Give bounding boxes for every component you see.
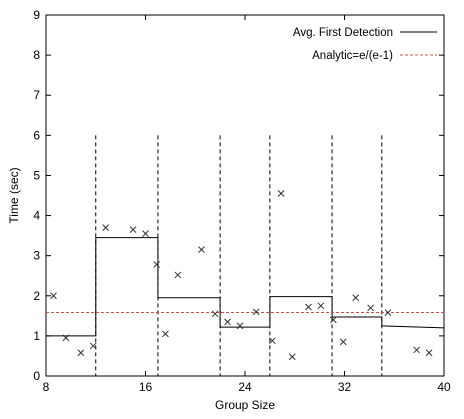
sample-marker	[317, 302, 325, 310]
x-tick-label-16: 16	[139, 380, 153, 394]
y-tick-label-5: 5	[33, 168, 40, 182]
sample-marker	[352, 294, 360, 302]
sample-marker	[153, 261, 161, 268]
sample-marker	[62, 334, 70, 342]
sample-marker-stroke	[50, 292, 57, 300]
sample-marker-stroke	[62, 334, 70, 342]
sample-marker-stroke	[153, 261, 161, 268]
sample-marker-stroke	[277, 190, 285, 197]
sample-marker-stroke	[89, 342, 97, 350]
sample-marker	[305, 303, 312, 311]
sample-marker	[236, 322, 244, 330]
y-tick-label-2: 2	[33, 289, 40, 303]
sample-marker-stroke	[129, 226, 137, 233]
sample-marker	[89, 342, 97, 350]
sample-marker	[269, 337, 276, 345]
sample-marker-stroke	[352, 294, 360, 302]
y-tick-label-6: 6	[33, 128, 40, 142]
sample-marker-stroke	[425, 349, 433, 357]
sample-marker-stroke	[252, 308, 260, 316]
x-tick-label-40: 40	[437, 380, 451, 394]
sample-marker	[77, 349, 85, 357]
sample-marker-stroke	[305, 303, 312, 311]
x-tick-label-32: 32	[338, 380, 352, 394]
sample-markers	[50, 190, 433, 361]
sample-marker	[425, 349, 433, 357]
sample-marker	[367, 304, 374, 312]
sample-marker	[224, 318, 231, 326]
sample-marker-stroke	[142, 230, 149, 237]
x-tick-label-24: 24	[238, 380, 252, 394]
sample-marker	[162, 330, 169, 338]
y-tick-label-3: 3	[33, 249, 40, 263]
sample-marker-stroke	[211, 310, 219, 318]
sample-marker-stroke	[162, 330, 169, 338]
x-tick-label-8: 8	[43, 380, 50, 394]
group-boundary-lines	[95, 135, 383, 376]
sample-marker-stroke	[329, 316, 337, 324]
sample-marker-stroke	[367, 304, 374, 312]
sample-marker-stroke	[317, 302, 325, 310]
y-tick-label-0: 0	[33, 369, 40, 383]
plot-frame	[45, 14, 445, 377]
sample-marker	[329, 316, 337, 324]
legend-label-analytic: Analytic=e/(e-1)	[312, 50, 393, 62]
sample-marker-stroke	[413, 346, 420, 354]
sample-marker	[129, 226, 137, 233]
sample-marker	[252, 308, 260, 316]
sample-marker-stroke	[339, 338, 347, 346]
sample-marker-stroke	[384, 309, 392, 316]
y-tick-label-7: 7	[33, 88, 40, 102]
y-axis-title: Time (sec)	[7, 167, 21, 223]
sample-marker-stroke	[288, 353, 296, 361]
x-axis-title: Group Size	[215, 398, 275, 412]
sample-marker	[277, 190, 285, 197]
y-tick-label-1: 1	[33, 329, 40, 343]
legend: Avg. First Detection Analytic=e/(e-1)	[293, 27, 437, 62]
sample-marker	[174, 271, 182, 279]
sample-marker-stroke	[269, 337, 276, 345]
sample-marker-stroke	[102, 224, 110, 231]
sample-marker	[413, 346, 420, 354]
sample-marker	[102, 224, 110, 231]
sample-marker	[339, 338, 347, 346]
sample-marker-stroke	[224, 318, 231, 326]
sample-marker-stroke	[174, 271, 182, 279]
sample-marker-stroke	[198, 246, 205, 254]
y-tick-label-8: 8	[33, 48, 40, 62]
sample-marker	[211, 310, 219, 318]
sample-marker	[50, 292, 57, 300]
legend-label-avg-first-detection: Avg. First Detection	[293, 27, 393, 39]
sample-marker	[288, 353, 296, 361]
series-layer	[46, 237, 445, 337]
y-tick-label-9: 9	[33, 8, 40, 22]
series-avg-first-detection	[46, 237, 445, 337]
sample-marker	[142, 230, 149, 237]
y-tick-label-4: 4	[33, 209, 40, 223]
axis-ticks	[45, 14, 445, 377]
sample-marker-stroke	[236, 322, 244, 330]
tick-labels: 0 1 2 3 4 5 6 7 8 9 8 16 24 32 40	[33, 8, 451, 394]
sample-marker	[384, 309, 392, 316]
sample-marker	[198, 246, 205, 254]
sample-marker-stroke	[77, 349, 85, 357]
